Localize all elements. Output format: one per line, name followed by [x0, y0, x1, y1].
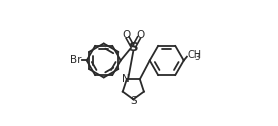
Text: N: N: [122, 74, 130, 84]
Text: 3: 3: [194, 53, 200, 62]
Text: S: S: [128, 41, 138, 54]
Text: O: O: [136, 30, 144, 40]
Text: CH: CH: [187, 50, 201, 60]
Text: S: S: [130, 96, 137, 106]
Text: O: O: [122, 30, 131, 40]
Text: Br: Br: [70, 55, 81, 66]
